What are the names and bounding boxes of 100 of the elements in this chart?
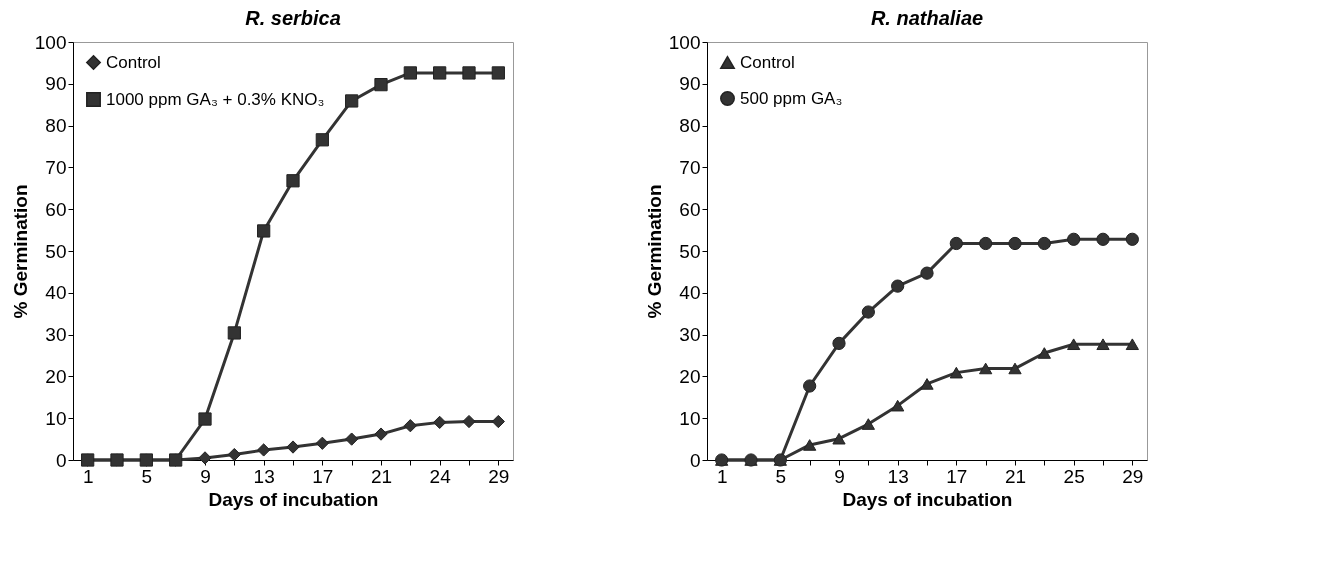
x-axis-title: Days of incubation	[208, 488, 379, 510]
point	[979, 236, 993, 251]
point	[315, 133, 329, 147]
x-tick-label: 1	[716, 465, 728, 487]
point	[832, 432, 846, 445]
point	[110, 453, 124, 467]
point	[891, 399, 905, 412]
legend-label: 500 ppm GA₃	[740, 88, 843, 108]
x-axis-title: Days of incubation	[842, 488, 1013, 510]
point	[257, 443, 271, 457]
point	[949, 366, 963, 379]
point	[198, 412, 212, 426]
x-tick-label: 1	[82, 465, 94, 487]
x-tick-label: 17	[312, 465, 334, 487]
point	[139, 453, 153, 467]
y-tick-label: 40	[679, 282, 701, 304]
point	[257, 224, 271, 238]
point	[1037, 347, 1051, 359]
point	[345, 432, 359, 446]
point	[1096, 232, 1110, 246]
x-tick-label: 21	[1004, 465, 1027, 487]
y-tick-label: 90	[45, 73, 67, 95]
point	[979, 362, 993, 375]
y-tick-label: 70	[679, 156, 701, 178]
point	[715, 453, 729, 467]
y-tick-label: 50	[45, 240, 67, 262]
x-tick-label: 24	[429, 465, 452, 487]
point	[861, 418, 875, 430]
point	[286, 440, 300, 454]
y-tick-label: 0	[55, 449, 67, 471]
y-tick-label: 60	[45, 198, 67, 220]
y-tick-label: 70	[45, 156, 67, 178]
y-tick-label: 0	[689, 449, 701, 471]
y-tick-label: 20	[45, 365, 67, 387]
x-tick-label: 9	[200, 465, 211, 487]
point	[1008, 362, 1022, 375]
x-tick-label: 9	[834, 465, 845, 487]
point	[744, 453, 758, 467]
point	[81, 453, 95, 467]
point	[1125, 232, 1139, 246]
x-tick-label: 25	[1063, 465, 1085, 487]
point	[1067, 232, 1081, 246]
y-tick-label: 50	[679, 240, 701, 262]
point	[920, 378, 934, 390]
point	[803, 379, 817, 393]
x-tick-label: 13	[887, 465, 909, 487]
point	[462, 66, 476, 80]
point	[891, 279, 905, 293]
point	[374, 427, 388, 441]
y-tick-label: 40	[45, 282, 67, 304]
x-tick-label: 21	[370, 465, 393, 487]
point	[374, 78, 388, 92]
point	[403, 419, 417, 433]
point	[861, 305, 875, 319]
x-tick-label: 5	[141, 465, 153, 487]
chart-title: R. serbica	[245, 7, 341, 29]
y-tick-label: 30	[45, 324, 67, 346]
y-tick-label: 100	[34, 31, 67, 53]
point	[345, 94, 359, 108]
y-tick-label: 30	[679, 324, 701, 346]
y-tick-label: 20	[679, 365, 701, 387]
point	[198, 451, 212, 465]
point	[403, 66, 417, 80]
point	[773, 453, 787, 467]
y-axis-title: % Germination	[9, 184, 31, 319]
point	[1125, 338, 1139, 351]
y-tick-label: 60	[679, 198, 701, 220]
point	[803, 439, 817, 451]
point	[1037, 236, 1051, 251]
point	[227, 326, 241, 340]
point	[949, 236, 963, 251]
point	[169, 453, 183, 467]
y-tick-label: 100	[668, 31, 701, 53]
point	[433, 415, 447, 429]
point	[227, 447, 241, 462]
point	[462, 414, 476, 429]
point	[491, 414, 505, 429]
x-tick-label: 5	[775, 465, 787, 487]
y-tick-label: 90	[679, 73, 701, 95]
point	[1096, 338, 1110, 351]
chart-title: R. nathaliae	[870, 7, 984, 29]
y-tick-label: 10	[45, 407, 67, 429]
legend-label: 1000 ppm GA₃ + 0.3% KNO₃	[106, 89, 325, 109]
point	[832, 336, 846, 350]
x-tick-label: 17	[946, 465, 968, 487]
point	[1008, 236, 1022, 251]
y-tick-label: 10	[679, 407, 701, 429]
x-tick-label: 13	[253, 465, 275, 487]
legend-label: Control	[106, 52, 161, 72]
y-tick-label: 80	[679, 115, 701, 137]
point	[286, 174, 300, 188]
point	[1067, 338, 1081, 351]
y-tick-label: 80	[45, 115, 67, 137]
x-tick-label: 29	[1122, 465, 1144, 487]
point	[491, 66, 505, 80]
y-axis-title: % Germination	[643, 184, 665, 319]
point	[920, 266, 934, 280]
point	[315, 436, 329, 450]
legend-label: Control	[740, 52, 795, 72]
point	[433, 66, 447, 80]
